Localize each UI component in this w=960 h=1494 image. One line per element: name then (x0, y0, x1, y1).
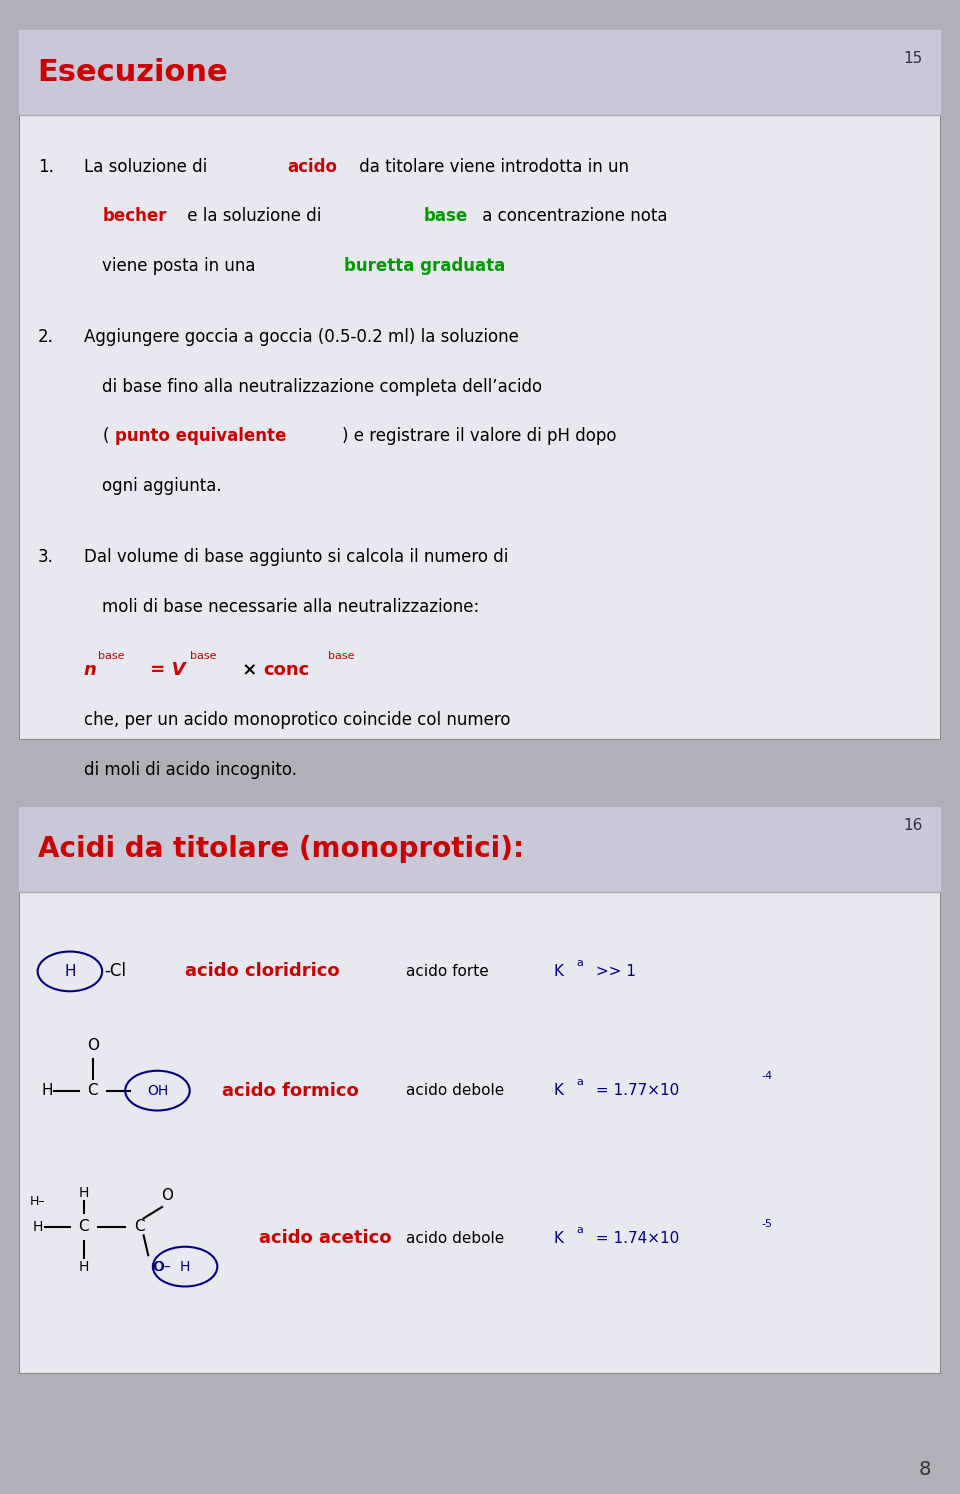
FancyBboxPatch shape (19, 30, 941, 740)
Text: ×: × (236, 662, 263, 680)
Text: pHmetro: pHmetro (268, 881, 349, 899)
Text: O–: O– (153, 1259, 171, 1273)
FancyBboxPatch shape (19, 807, 941, 1374)
Text: C: C (87, 1083, 98, 1098)
Text: viene posta in una: viene posta in una (102, 257, 261, 275)
Text: = 1.74×10: = 1.74×10 (590, 1231, 679, 1246)
Text: OH: OH (147, 1083, 168, 1098)
FancyBboxPatch shape (19, 807, 941, 892)
Text: n: n (84, 662, 97, 680)
Text: indicatore con viraggio al pH del punto equivalente): indicatore con viraggio al pH del punto … (102, 931, 535, 949)
Text: K: K (554, 964, 564, 979)
Text: H: H (64, 964, 76, 979)
Text: Aggiungere goccia a goccia (0.5-0.2 ml) la soluzione: Aggiungere goccia a goccia (0.5-0.2 ml) … (84, 329, 518, 347)
Text: 1.: 1. (37, 158, 54, 176)
Text: C: C (133, 1219, 144, 1234)
Text: O: O (160, 1188, 173, 1203)
Text: 3.: 3. (37, 548, 54, 566)
Text: da titolare viene introdotta in un: da titolare viene introdotta in un (354, 158, 629, 176)
Text: H: H (79, 1259, 89, 1273)
Text: C: C (79, 1219, 89, 1234)
Text: dopo ogni aggiunta (oppure si usa un: dopo ogni aggiunta (oppure si usa un (361, 881, 677, 899)
Text: di moli di acido incognito.: di moli di acido incognito. (84, 760, 297, 778)
Text: base: base (190, 651, 216, 660)
Text: ogni aggiunta.: ogni aggiunta. (102, 477, 222, 495)
Text: acido forte: acido forte (406, 964, 489, 979)
Text: Esecuzione: Esecuzione (37, 58, 228, 87)
Text: acido formico: acido formico (222, 1082, 359, 1100)
Text: -4: -4 (761, 1071, 772, 1082)
Text: -5: -5 (761, 1219, 772, 1230)
Text: a concentrazione nota: a concentrazione nota (477, 208, 668, 226)
Text: acido cloridrico: acido cloridrico (185, 962, 340, 980)
Text: becher: becher (102, 208, 167, 226)
Text: moli di base necessarie alla neutralizzazione:: moli di base necessarie alla neutralizza… (102, 598, 479, 616)
Text: H–: H– (30, 1195, 45, 1207)
Text: H: H (41, 1083, 53, 1098)
Text: H: H (33, 1221, 43, 1234)
Text: 15: 15 (903, 51, 923, 66)
Text: base: base (98, 651, 124, 660)
FancyBboxPatch shape (19, 30, 941, 115)
Text: (: ( (102, 427, 108, 445)
Text: buretta graduata: buretta graduata (344, 257, 505, 275)
Text: = 1.77×10: = 1.77×10 (590, 1083, 679, 1098)
Text: -Cl: -Cl (104, 962, 126, 980)
Text: acido debole: acido debole (406, 1083, 505, 1098)
Text: acido: acido (287, 158, 337, 176)
Text: a: a (577, 958, 584, 968)
Text: base: base (328, 651, 354, 660)
Text: 4.: 4. (37, 832, 54, 850)
Text: H: H (180, 1259, 190, 1273)
Text: che, per un acido monoprotico coincide col numero: che, per un acido monoprotico coincide c… (84, 711, 510, 729)
Text: 8: 8 (919, 1460, 931, 1479)
Text: e la soluzione di: e la soluzione di (182, 208, 327, 226)
Text: acido acetico: acido acetico (259, 1230, 392, 1247)
Text: Acidi da titolare (monoprotici):: Acidi da titolare (monoprotici): (37, 835, 524, 864)
Text: K: K (554, 1231, 564, 1246)
Text: a: a (577, 1225, 584, 1234)
Text: di base fino alla neutralizzazione completa dell’acido: di base fino alla neutralizzazione compl… (102, 378, 542, 396)
Text: La soluzione di: La soluzione di (84, 158, 212, 176)
Text: ) e registrare il valore di pH dopo: ) e registrare il valore di pH dopo (342, 427, 616, 445)
Text: punto equivalente: punto equivalente (115, 427, 286, 445)
Text: 16: 16 (903, 819, 923, 834)
Text: H: H (79, 1186, 89, 1200)
Text: O: O (152, 1259, 163, 1273)
Text: acido debole: acido debole (406, 1231, 505, 1246)
Text: 2.: 2. (37, 329, 54, 347)
Text: base: base (424, 208, 468, 226)
Text: conc: conc (263, 662, 310, 680)
Text: Per capire quando si è raggiunta la neutralizzazione si legge: Per capire quando si è raggiunta la neut… (84, 832, 585, 850)
Text: >> 1: >> 1 (590, 964, 636, 979)
Text: K: K (554, 1083, 564, 1098)
Text: a: a (577, 1077, 584, 1088)
Text: il pH con un: il pH con un (102, 881, 206, 899)
Text: = V: = V (144, 662, 185, 680)
Text: O: O (87, 1038, 99, 1053)
Text: Dal volume di base aggiunto si calcola il numero di: Dal volume di base aggiunto si calcola i… (84, 548, 508, 566)
